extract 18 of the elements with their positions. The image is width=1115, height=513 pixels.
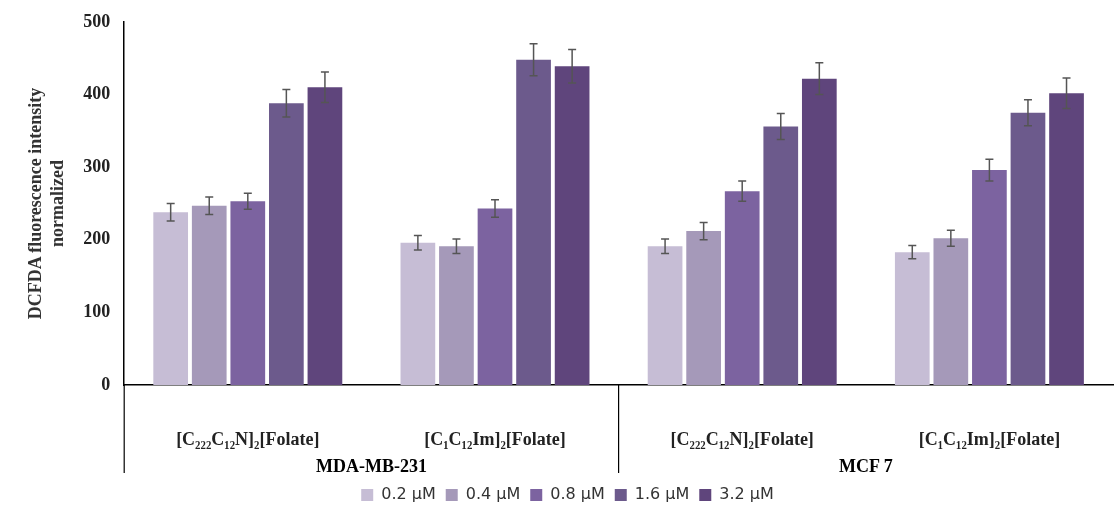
x-tick-label: [C₁C₁₂Im]₂[Folate] (424, 429, 566, 450)
y-tick-label: 500 (83, 10, 111, 31)
text: MCF 7 (838, 455, 893, 476)
legend-label: 1.6 µM (634, 484, 690, 504)
x-tick-label: [C₁C₁₂Im]₂[Folate] (918, 429, 1061, 450)
legend-label: 0.2 µM (381, 484, 436, 504)
y-axis-title: DCFDA fluorescence intensity normalized (25, 87, 68, 320)
text: MDA-MB-231 (315, 455, 427, 476)
legend-label: 0.4 µM (465, 484, 521, 504)
y-tick-label: 300 (83, 155, 111, 176)
y-tick-label: 100 (83, 301, 111, 322)
legend-label: 3.2 µM (719, 484, 774, 504)
legend-label: 0.8 µM (550, 484, 605, 504)
x-tick-label: [C₂₂₂C₁₂N]₂[Folate] (670, 429, 814, 450)
y-tick-label: 0 (101, 373, 111, 394)
y-tick-label: 400 (83, 83, 111, 104)
x-tick-label: [C₂₂₂C₁₂N]₂[Folate] (176, 429, 320, 450)
y-tick-label: 200 (83, 228, 111, 249)
